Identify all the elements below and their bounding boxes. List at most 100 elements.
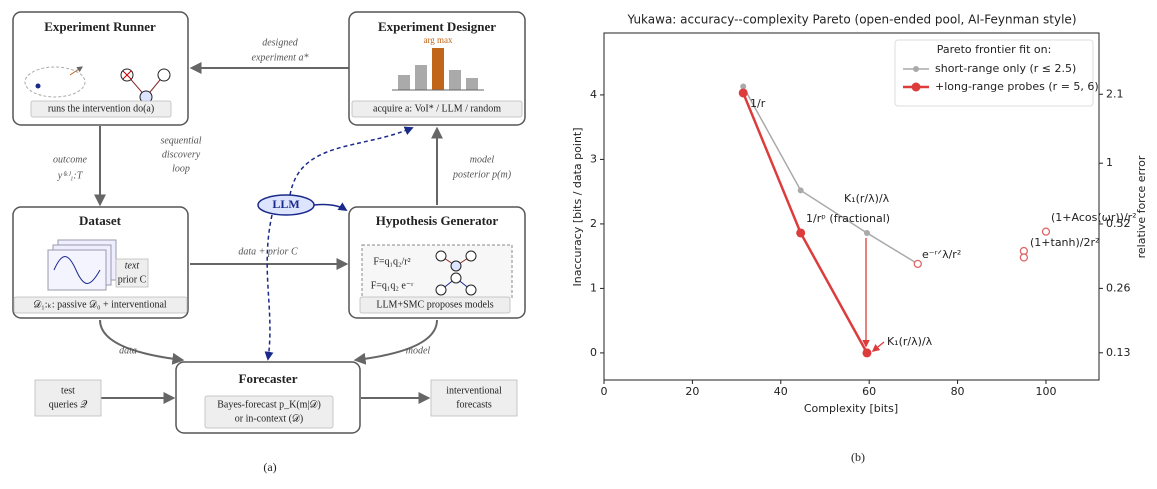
node-label: Bayes-forecast p_K(m|𝒟) [217, 399, 321, 410]
edge-label: discovery [162, 149, 201, 160]
node-label: runs the intervention do(a) [48, 103, 154, 114]
icon [466, 78, 478, 90]
node-title: Dataset [79, 213, 122, 228]
icon [449, 70, 461, 90]
icon [35, 83, 41, 89]
legend-label: short-range only (r ≤ 2.5) [935, 62, 1076, 75]
data-point [796, 228, 806, 238]
y2-axis-label: relative force error [1135, 155, 1148, 258]
input-label: queries 𝒬 [49, 399, 88, 410]
data-point [797, 187, 804, 194]
y2-tick-label: 0.52 [1106, 217, 1131, 230]
edge-label: sequential [160, 135, 201, 146]
icon [435, 250, 447, 262]
icon [69, 66, 83, 76]
label-box [115, 258, 149, 288]
y-tick-label: 1 [590, 281, 597, 294]
icon [450, 272, 462, 284]
label-box [351, 100, 523, 118]
edge-label: designed [262, 37, 299, 48]
annotation-arrow [871, 341, 885, 352]
y2-tick-label: 0.13 [1106, 346, 1131, 359]
data-point [862, 348, 872, 358]
icon [24, 66, 86, 98]
label-box [13, 296, 188, 314]
output-label: forecasts [456, 399, 492, 410]
annotation: 1/rᵖ (fractional) [806, 212, 890, 225]
node-annotation: arg max [423, 35, 453, 45]
edge-label: data + prior C [238, 246, 298, 257]
x-tick-label: 0 [601, 385, 608, 398]
legend-swatch [913, 66, 919, 72]
annotation: (1+Acos(ωr))/r² [1051, 211, 1137, 224]
x-axis-label: Complexity [bits] [804, 402, 898, 415]
candidate-point [1041, 227, 1051, 236]
y2-tick-label: 2.1 [1106, 87, 1124, 100]
legend-box [894, 39, 1094, 107]
icon [450, 260, 462, 272]
label-box [204, 395, 334, 429]
y-tick-label: 3 [590, 152, 597, 165]
node-label: or in-context (𝒟) [235, 413, 304, 424]
edge-label: model [406, 345, 431, 356]
y-tick-label: 4 [590, 88, 597, 101]
llm-node [257, 194, 315, 216]
arrow [353, 319, 438, 365]
node-title: Experiment Designer [378, 19, 496, 34]
equation: F=q₁q₂/r² [373, 256, 410, 267]
node-title: Experiment Runner [44, 19, 156, 34]
chart-title: Yukawa: accuracy--complexity Pareto (ope… [626, 13, 1076, 27]
label-box [30, 100, 172, 118]
x-tick-label: 40 [774, 385, 788, 398]
icon [465, 250, 477, 262]
legend-label: +long-range probes (r = 5, 6) [935, 80, 1099, 93]
node-label: 𝒟₁:ₖ: passive 𝒟₀ + interventional [33, 299, 167, 310]
annotation: K₁(r/λ)/λ [887, 335, 933, 348]
y2-tick-label: 1 [1106, 156, 1113, 169]
data-point [740, 83, 747, 90]
x-tick-label: 100 [1035, 385, 1056, 398]
node-title: Forecaster [239, 371, 298, 386]
icon [122, 70, 132, 80]
candidate-point [913, 259, 922, 269]
icon [157, 68, 171, 82]
annotation: e⁻ʳᐟλ/r² [922, 248, 961, 261]
y-axis-label: Inaccuracy [bits / data point] [571, 127, 584, 286]
edge-label: posterior p(m) [452, 169, 512, 180]
legend-swatch [911, 82, 921, 92]
edge-label: data [119, 345, 137, 356]
output-box [430, 379, 518, 417]
input-box [34, 379, 102, 417]
llm-link [313, 202, 348, 211]
x-tick-label: 80 [951, 385, 965, 398]
candidate-point [1019, 253, 1029, 262]
input-label: test [61, 385, 75, 396]
data-point [863, 229, 870, 236]
x-tick-label: 20 [685, 385, 699, 398]
icon [415, 65, 427, 90]
y-tick-label: 0 [590, 346, 597, 359]
chart: Yukawa: accuracy--complexity Pareto (ope… [571, 13, 1148, 464]
annotation: K₁(r/λ)/λ [844, 192, 890, 205]
icon [432, 48, 444, 90]
icon [53, 256, 101, 284]
edge-label: outcome [53, 154, 87, 165]
y-tick-label: 2 [590, 217, 597, 230]
node-label: acquire a: VoI* / LLM / random [373, 103, 501, 114]
series-line [742, 86, 919, 265]
llm-label: LLM [272, 197, 299, 211]
caption: (b) [851, 450, 865, 464]
card-text: prior C [118, 274, 147, 285]
caption: (a) [263, 460, 276, 474]
plot-frame [603, 32, 1100, 381]
legend-title: Pareto frontier fit on: [937, 43, 1052, 56]
edge-label: loop [172, 163, 190, 174]
edge-label: y⁽ᵏ⁾₁:T [57, 170, 84, 181]
llm-link [289, 126, 414, 196]
annotation: (1+tanh)/2r² [1030, 236, 1099, 249]
data-point [738, 88, 748, 98]
edge-label: model [470, 154, 495, 165]
y2-tick-label: 0.26 [1106, 281, 1131, 294]
equation: F=q₁q₂ e⁻ʳ [371, 280, 414, 291]
